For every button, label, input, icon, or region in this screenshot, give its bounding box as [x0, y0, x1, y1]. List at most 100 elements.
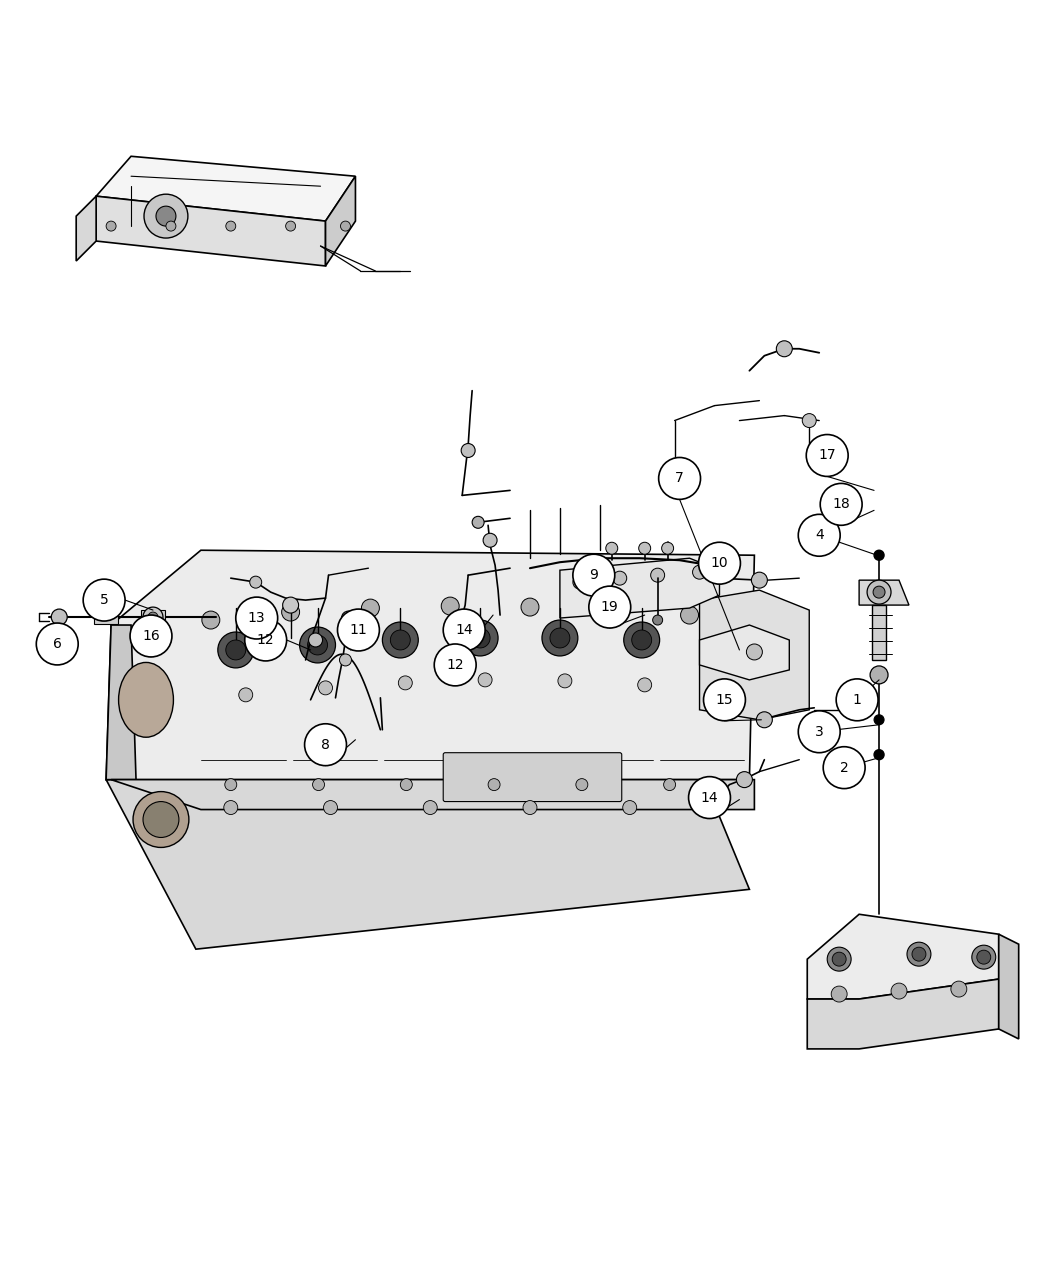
- Circle shape: [680, 606, 698, 623]
- Text: 5: 5: [100, 593, 108, 607]
- Circle shape: [282, 597, 298, 613]
- Circle shape: [133, 792, 189, 848]
- Circle shape: [951, 980, 967, 997]
- Circle shape: [693, 565, 707, 579]
- Circle shape: [341, 611, 356, 625]
- Circle shape: [651, 569, 665, 583]
- Circle shape: [653, 615, 663, 625]
- Circle shape: [130, 615, 172, 657]
- Circle shape: [144, 194, 188, 238]
- Polygon shape: [999, 935, 1018, 1039]
- Circle shape: [250, 576, 261, 588]
- Polygon shape: [859, 580, 909, 606]
- Circle shape: [708, 688, 721, 701]
- Circle shape: [361, 599, 379, 617]
- Circle shape: [752, 572, 768, 588]
- Circle shape: [756, 711, 773, 728]
- Circle shape: [304, 724, 347, 766]
- Text: 18: 18: [833, 497, 851, 511]
- Text: 14: 14: [700, 790, 718, 805]
- Polygon shape: [699, 590, 810, 720]
- Circle shape: [662, 542, 674, 555]
- Text: 12: 12: [446, 658, 464, 672]
- Circle shape: [521, 598, 539, 616]
- Circle shape: [874, 715, 884, 724]
- Text: 9: 9: [589, 569, 598, 583]
- Circle shape: [891, 983, 907, 1000]
- Circle shape: [907, 942, 931, 966]
- Text: 15: 15: [716, 692, 733, 706]
- Circle shape: [836, 678, 878, 720]
- Circle shape: [704, 678, 745, 720]
- Circle shape: [309, 632, 322, 646]
- Polygon shape: [699, 625, 790, 680]
- Circle shape: [236, 597, 277, 639]
- Text: 13: 13: [248, 611, 266, 625]
- Circle shape: [798, 514, 840, 556]
- Text: 7: 7: [675, 472, 684, 486]
- Text: 4: 4: [815, 528, 823, 542]
- Circle shape: [558, 674, 572, 688]
- Circle shape: [867, 580, 891, 604]
- Text: 11: 11: [350, 623, 368, 638]
- Circle shape: [339, 654, 352, 666]
- Text: 17: 17: [818, 449, 836, 463]
- Circle shape: [156, 207, 176, 226]
- Circle shape: [601, 601, 618, 620]
- Polygon shape: [873, 606, 886, 660]
- Circle shape: [148, 612, 158, 622]
- Circle shape: [106, 221, 117, 231]
- Circle shape: [37, 623, 78, 666]
- Circle shape: [632, 630, 652, 650]
- Circle shape: [452, 623, 465, 638]
- Circle shape: [308, 635, 328, 655]
- Circle shape: [976, 950, 991, 964]
- Circle shape: [143, 802, 178, 838]
- Circle shape: [698, 542, 740, 584]
- Circle shape: [573, 555, 614, 597]
- Text: 6: 6: [52, 638, 62, 652]
- Circle shape: [573, 575, 587, 589]
- Circle shape: [637, 678, 652, 692]
- Circle shape: [827, 947, 852, 972]
- Circle shape: [478, 673, 492, 687]
- Circle shape: [83, 579, 125, 621]
- Circle shape: [391, 630, 411, 650]
- Circle shape: [441, 597, 459, 615]
- Circle shape: [833, 952, 846, 966]
- Circle shape: [806, 435, 848, 477]
- Polygon shape: [97, 157, 356, 221]
- Circle shape: [398, 676, 413, 690]
- Circle shape: [870, 666, 888, 683]
- Circle shape: [143, 607, 163, 627]
- Circle shape: [400, 779, 413, 790]
- Polygon shape: [141, 609, 165, 623]
- Circle shape: [51, 609, 67, 625]
- Polygon shape: [94, 609, 118, 623]
- Polygon shape: [807, 979, 999, 1049]
- Circle shape: [802, 413, 816, 427]
- Circle shape: [638, 542, 651, 555]
- Circle shape: [736, 771, 753, 788]
- Circle shape: [624, 622, 659, 658]
- Ellipse shape: [119, 663, 173, 737]
- Polygon shape: [77, 196, 97, 261]
- Circle shape: [874, 750, 884, 760]
- Circle shape: [820, 483, 862, 525]
- Circle shape: [286, 221, 296, 231]
- Circle shape: [658, 458, 700, 500]
- Circle shape: [523, 801, 537, 815]
- Circle shape: [623, 801, 636, 815]
- Text: 19: 19: [601, 601, 618, 615]
- Circle shape: [689, 776, 731, 819]
- Circle shape: [606, 542, 617, 555]
- Circle shape: [832, 986, 847, 1002]
- Circle shape: [747, 644, 762, 660]
- Text: 16: 16: [142, 629, 160, 643]
- Text: 14: 14: [456, 623, 472, 638]
- Text: 12: 12: [257, 632, 274, 646]
- Circle shape: [166, 221, 176, 231]
- Circle shape: [225, 779, 236, 790]
- FancyBboxPatch shape: [443, 752, 622, 802]
- Circle shape: [226, 221, 236, 231]
